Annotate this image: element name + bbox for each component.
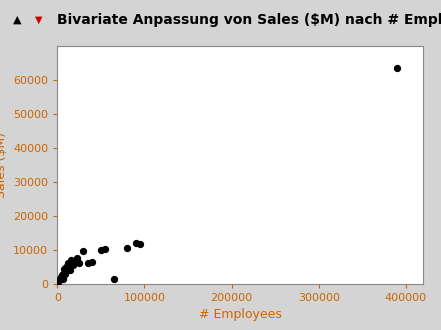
Point <box>63 264 70 270</box>
Point <box>102 246 109 251</box>
Point <box>132 241 139 246</box>
Point <box>123 246 131 251</box>
Point <box>58 273 65 278</box>
Point <box>56 278 63 283</box>
Point <box>394 66 401 71</box>
Point <box>56 276 64 281</box>
Point <box>137 241 144 247</box>
Point <box>57 274 64 280</box>
Point <box>71 259 78 264</box>
Point <box>61 266 68 271</box>
Text: ▲: ▲ <box>13 15 22 25</box>
Point <box>110 276 117 281</box>
Point <box>68 257 75 263</box>
Point <box>97 247 105 252</box>
Point <box>84 260 91 265</box>
Point <box>55 280 62 285</box>
Text: ▼: ▼ <box>35 15 43 25</box>
Point <box>64 261 71 266</box>
Point <box>80 248 87 253</box>
X-axis label: # Employees: # Employees <box>199 308 282 321</box>
Point <box>59 276 66 281</box>
Point <box>70 262 77 268</box>
Point <box>75 261 82 266</box>
Point <box>66 268 73 273</box>
Point <box>89 259 96 264</box>
Point <box>60 271 67 276</box>
Y-axis label: Sales ($M): Sales ($M) <box>0 132 7 198</box>
Point <box>73 256 80 261</box>
Text: Bivariate Anpassung von Sales ($M) nach # Employees: Bivariate Anpassung von Sales ($M) nach … <box>57 13 441 27</box>
Point <box>62 272 69 277</box>
